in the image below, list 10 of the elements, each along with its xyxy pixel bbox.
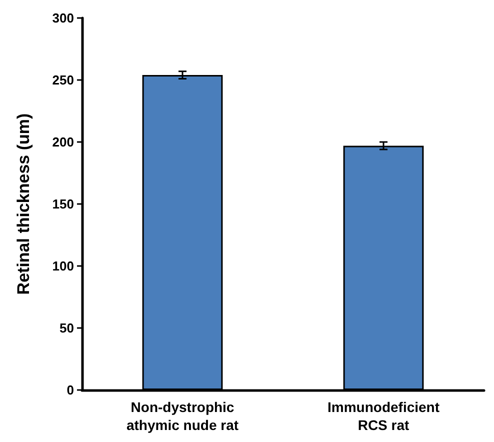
y-tick-label: 300 <box>52 10 74 26</box>
y-tick-label: 50 <box>60 320 74 336</box>
y-tick-label: 250 <box>52 72 74 88</box>
y-axis-title: Retinal thickness (um) <box>14 113 33 295</box>
x-tick-label: Immunodeficient RCS rat <box>327 399 440 433</box>
y-tick-label: 100 <box>52 258 74 274</box>
y-tick-label: 200 <box>52 134 74 150</box>
y-tick-label: 0 <box>66 382 74 398</box>
y-tick-label: 150 <box>52 196 74 212</box>
x-tick-label: Non-dystrophic athymic nude rat <box>126 399 239 433</box>
